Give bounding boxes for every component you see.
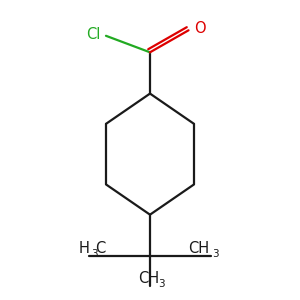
Text: O: O (194, 21, 206, 36)
Text: 3: 3 (212, 249, 218, 259)
Text: H: H (79, 241, 89, 256)
Text: 3: 3 (91, 249, 98, 259)
Text: 3: 3 (158, 279, 164, 289)
Text: C: C (95, 241, 106, 256)
Text: CH: CH (138, 272, 159, 286)
Text: Cl: Cl (86, 27, 100, 42)
Text: CH: CH (188, 241, 209, 256)
